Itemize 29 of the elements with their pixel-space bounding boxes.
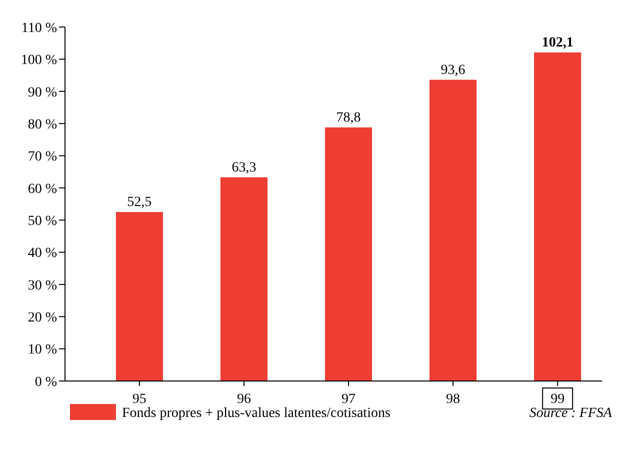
- bar: [534, 52, 582, 381]
- y-tick-label: 60 %: [28, 182, 58, 197]
- source-note: Source : FFSA: [529, 406, 612, 421]
- x-tick-label: 97: [342, 392, 356, 407]
- y-tick-label: 20 %: [28, 310, 58, 326]
- bar: [116, 212, 163, 381]
- y-tick-label: 40 %: [28, 246, 58, 262]
- y-tick-label: 70 %: [28, 150, 58, 165]
- text: 102,1: [542, 35, 574, 50]
- y-tick-label: 80 %: [28, 117, 58, 132]
- y-tick-label: 10 %: [28, 342, 58, 358]
- y-tick-label: 0 %: [34, 374, 58, 390]
- y-tick-label: 90 %: [28, 85, 58, 100]
- x-tick-label: 99: [550, 392, 565, 407]
- x-tick-label: 95: [132, 392, 146, 407]
- x-tick-label: 96: [236, 392, 251, 407]
- legend-label: Fonds propres + plus-values latentes/cotisations: [122, 406, 390, 421]
- text: 52,5: [127, 195, 152, 210]
- y-tick-label: 110 %: [21, 20, 58, 36]
- text: 78,8: [336, 110, 361, 126]
- x-tick-label: 98: [446, 392, 460, 407]
- y-tick-label: 30 %: [28, 278, 58, 294]
- text: 63,3: [232, 160, 256, 176]
- y-tick-label: 100 %: [20, 53, 58, 68]
- text: 93,6: [440, 62, 466, 78]
- bar: [430, 80, 477, 381]
- y-tick-label: 50 %: [28, 214, 58, 229]
- bar: [324, 127, 372, 381]
- bar: [220, 177, 268, 381]
